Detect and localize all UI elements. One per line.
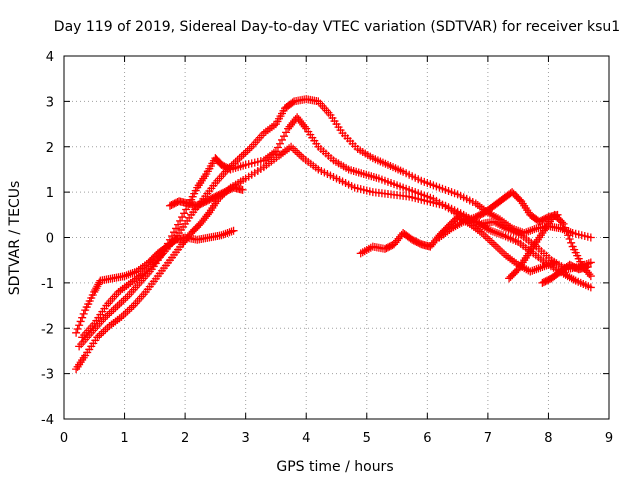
y-tick-label: -1 <box>41 277 54 292</box>
data-point-marker <box>564 231 573 240</box>
y-tick-label: -2 <box>41 322 54 337</box>
data-point-marker <box>583 262 592 271</box>
series-track-c <box>78 95 595 342</box>
data-point-marker <box>300 122 309 131</box>
y-tick-label: 0 <box>46 232 54 247</box>
y-tick-label: -4 <box>41 413 54 428</box>
grid-lines <box>64 56 609 419</box>
data-point-marker <box>78 313 87 322</box>
x-tick-label: 7 <box>484 431 492 446</box>
data-point-marker <box>586 233 595 242</box>
data-point-marker <box>567 238 576 247</box>
data-point-marker <box>586 283 595 292</box>
data-point-marker <box>203 210 212 219</box>
data-point-marker <box>229 226 238 235</box>
data-series <box>72 95 595 374</box>
x-tick-label: 8 <box>544 431 552 446</box>
x-tick-label: 0 <box>60 431 68 446</box>
y-tick-label: 1 <box>46 186 54 201</box>
data-point-marker <box>79 309 88 318</box>
x-tick-label: 4 <box>302 431 310 446</box>
data-point-marker <box>561 223 570 232</box>
data-point-marker <box>75 321 84 330</box>
x-tick-label: 6 <box>423 431 431 446</box>
series-track-e <box>165 183 247 210</box>
data-point-marker <box>288 98 297 107</box>
series-track-d <box>72 226 238 337</box>
data-point-marker <box>76 317 85 326</box>
x-tick-label: 2 <box>181 431 189 446</box>
data-point-marker <box>238 185 247 194</box>
data-point-marker <box>559 219 568 228</box>
x-axis-ticks: 0 1 2 3 4 5 6 7 8 9 <box>60 56 613 446</box>
data-point-marker <box>565 235 574 244</box>
y-tick-label: -3 <box>41 368 54 383</box>
series-track-h <box>435 188 562 242</box>
data-point-marker <box>558 218 567 227</box>
y-axis-ticks: -4 -3 -2 -1 0 1 2 3 4 <box>41 50 609 428</box>
data-point-marker <box>586 272 595 281</box>
x-tick-label: 3 <box>242 431 250 446</box>
data-point-marker <box>553 210 562 219</box>
data-point-marker <box>586 258 595 267</box>
y-tick-label: 4 <box>46 50 54 65</box>
data-point-marker <box>562 227 571 236</box>
data-point-marker <box>550 258 559 267</box>
x-axis-title: GPS time / hours <box>276 459 393 475</box>
data-point-marker <box>585 270 594 279</box>
chart-title: Day 119 of 2019, Sidereal Day-to-day VTE… <box>54 19 620 35</box>
x-tick-label: 1 <box>120 431 128 446</box>
y-tick-label: 3 <box>46 95 54 110</box>
x-tick-label: 9 <box>605 431 613 446</box>
series-track-b <box>75 113 595 351</box>
data-point-marker <box>73 325 82 334</box>
y-axis-title: SDTVAR / TECUs <box>7 181 23 296</box>
x-tick-label: 5 <box>363 431 371 446</box>
y-tick-label: 2 <box>46 141 54 156</box>
data-point-marker <box>72 328 81 337</box>
series-track-i <box>538 260 592 287</box>
